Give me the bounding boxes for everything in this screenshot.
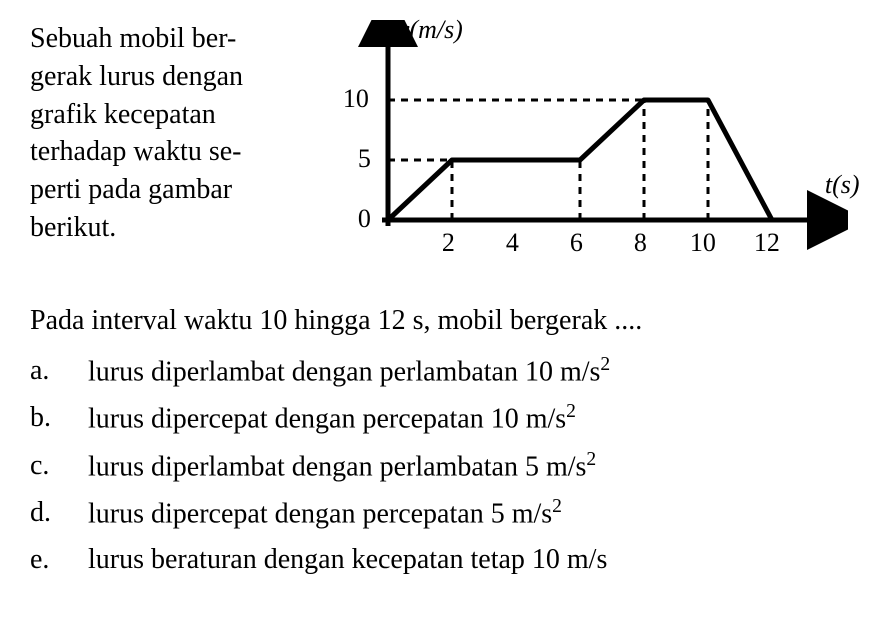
question-text: Sebuah mobil ber-gerak lurus dengangrafi… [30,20,318,270]
top-section: Sebuah mobil ber-gerak lurus dengangrafi… [30,20,844,270]
x-axis-label: t(s) [825,170,860,200]
superscript: 2 [600,354,610,375]
question-line: grafik kecepatan [30,96,318,134]
y-tick-10: 10 [343,84,369,114]
options-list: a. lurus diperlambat dengan perlambatan 1… [30,350,844,581]
superscript: 2 [586,449,596,470]
x-tick-12: 12 [754,228,780,258]
x-tick-2: 2 [442,228,455,258]
x-tick-4: 4 [506,228,519,258]
option-a: a. lurus diperlambat dengan perlambatan 1… [30,350,844,393]
option-text: lurus dipercepat dengan percepatan 10 m/… [88,397,576,440]
y-tick-5: 5 [358,144,371,174]
option-d: d. lurus dipercepat dengan percepatan 5 m… [30,492,844,535]
option-b: b. lurus dipercepat dengan percepatan 10 … [30,397,844,440]
bottom-section: Pada interval waktu 10 hingga 12 s, mobi… [30,300,844,581]
question-line: terhadap waktu se- [30,133,318,171]
y-axis-label: v(m/s) [398,15,463,45]
option-text: lurus beraturan dengan kecepatan tetap 1… [88,539,607,581]
question-line: Sebuah mobil ber- [30,20,318,58]
option-e: e. lurus beraturan dengan kecepatan tetap… [30,539,844,581]
superscript: 2 [552,496,562,517]
superscript: 2 [566,401,576,422]
question-line: berikut. [30,209,318,247]
option-letter: c. [30,445,60,488]
option-text: lurus diperlambat dengan perlambatan 10 … [88,350,610,393]
velocity-time-chart: v(m/s)t(s)051024681012 [328,20,844,270]
y-tick-0: 0 [358,204,371,234]
prompt-text: Pada interval waktu 10 hingga 12 s, mobi… [30,300,844,342]
x-tick-10: 10 [690,228,716,258]
option-text: lurus dipercepat dengan percepatan 5 m/s… [88,492,562,535]
question-line: perti pada gambar [30,171,318,209]
option-c: c. lurus diperlambat dengan perlambatan 5… [30,445,844,488]
question-line: gerak lurus dengan [30,58,318,96]
option-letter: d. [30,492,60,535]
x-tick-6: 6 [570,228,583,258]
option-letter: b. [30,397,60,440]
x-tick-8: 8 [634,228,647,258]
option-letter: e. [30,539,60,581]
option-text: lurus diperlambat dengan perlambatan 5 m… [88,445,596,488]
option-letter: a. [30,350,60,393]
